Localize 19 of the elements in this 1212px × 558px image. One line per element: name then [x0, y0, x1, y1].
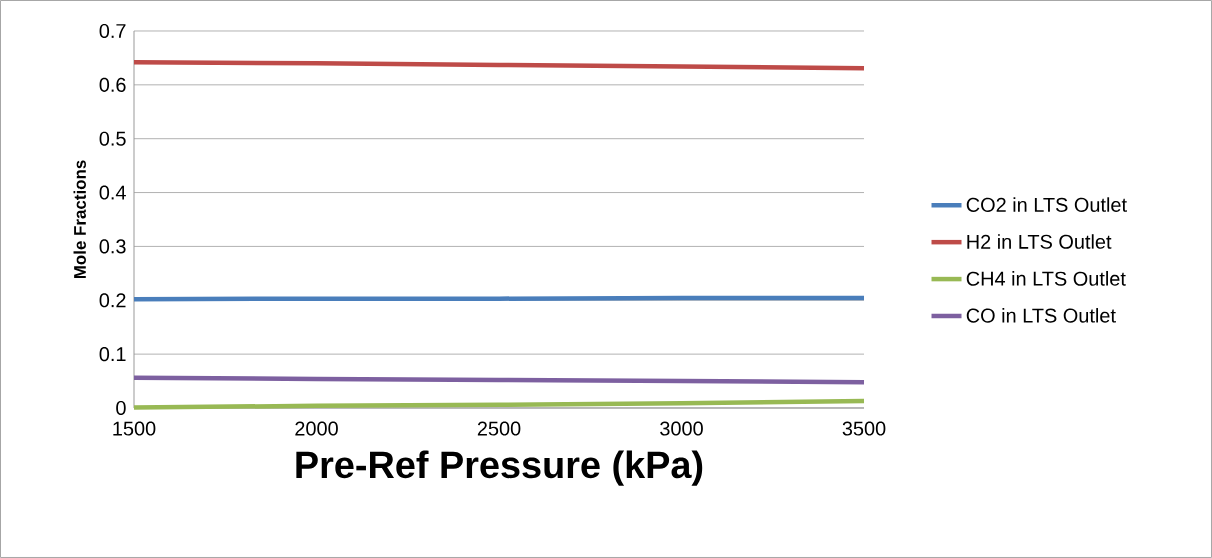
y-axis-title: Mole Fractions: [73, 160, 86, 279]
x-tick-label: 1500: [113, 421, 156, 436]
x-tick-label: 3500: [842, 421, 886, 436]
y-tick-label: 0.7: [99, 23, 126, 39]
x-tick-label: 3000: [660, 421, 703, 436]
x-axis-title: Pre-Ref Pressure (kPa): [296, 450, 703, 486]
x-tick-label: 2000: [295, 421, 338, 436]
y-tick-label: 0.5: [99, 131, 126, 146]
y-tick-label: 0: [116, 400, 126, 416]
y-tick-label: 0.4: [99, 185, 126, 200]
legend-label: H2 in LTS Outlet: [967, 234, 1112, 249]
x-tick-label: 2500: [477, 421, 521, 436]
legend-label: CO2 in LTS Outlet: [966, 197, 1127, 212]
y-tick-label: 0.6: [99, 77, 126, 92]
legend-label: CO in LTS Outlet: [966, 308, 1116, 323]
y-tick-label: 0.2: [99, 293, 126, 308]
legend-label: CH4 in LTS Outlet: [966, 271, 1126, 286]
y-tick-label: 0.1: [99, 347, 126, 362]
y-tick-label: 0.3: [99, 239, 126, 254]
